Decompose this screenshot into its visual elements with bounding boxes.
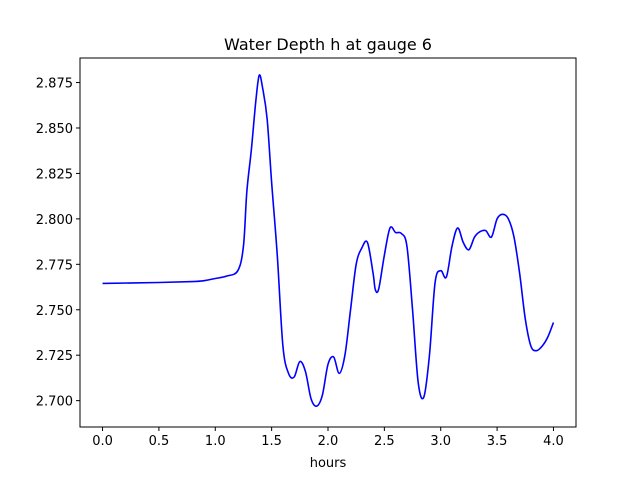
x-tick-label: 3.0 xyxy=(430,434,451,449)
x-tick-label: 3.5 xyxy=(487,434,508,449)
x-tick-label: 2.5 xyxy=(374,434,395,449)
x-tick-label: 2.0 xyxy=(318,434,339,449)
y-tick-label: 2.850 xyxy=(36,122,73,137)
y-tick-label: 2.725 xyxy=(36,349,73,364)
x-tick-label: 1.5 xyxy=(261,434,282,449)
y-axis-ticks: 2.700 2.725 2.750 2.775 2.800 2.825 2.850 2.875 xyxy=(36,77,80,410)
chart-title: Water Depth h at gauge 6 xyxy=(224,35,432,54)
y-tick-label: 2.700 xyxy=(36,395,73,410)
y-tick-label: 2.800 xyxy=(36,213,73,228)
x-tick-label: 4.0 xyxy=(543,434,564,449)
series-layer xyxy=(102,74,555,407)
y-tick-label: 2.750 xyxy=(36,304,73,319)
y-tick-label: 2.825 xyxy=(36,167,73,182)
x-axis-label: hours xyxy=(310,456,347,471)
x-tick-label: 0.5 xyxy=(149,434,170,449)
y-tick-label: 2.875 xyxy=(36,77,73,92)
x-tick-label: 1.0 xyxy=(205,434,226,449)
y-tick-label: 2.775 xyxy=(36,258,73,273)
x-axis-ticks: 0.0 0.5 1.0 1.5 2.0 2.5 3.0 3.5 4.0 xyxy=(92,427,564,449)
series-line-0 xyxy=(102,74,555,407)
x-tick-label: 0.0 xyxy=(92,434,113,449)
